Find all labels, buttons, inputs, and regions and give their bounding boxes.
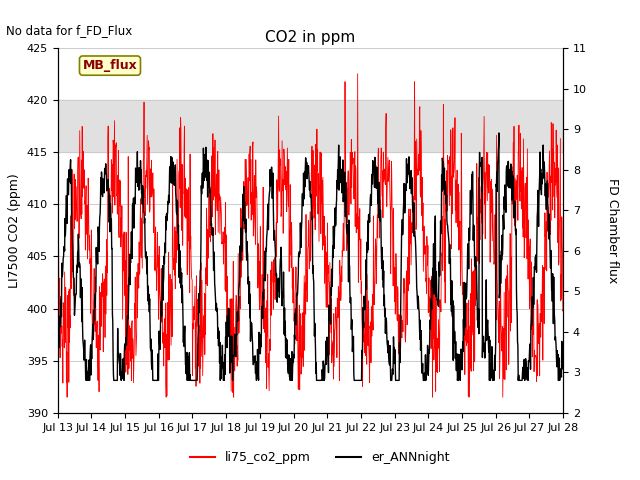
Text: No data for f_FD_Flux: No data for f_FD_Flux — [6, 24, 132, 37]
Title: CO2 in ppm: CO2 in ppm — [265, 30, 356, 46]
Bar — [58, 100, 563, 152]
Y-axis label: LI7500 CO2 (ppm): LI7500 CO2 (ppm) — [8, 173, 21, 288]
Text: MB_flux: MB_flux — [83, 59, 138, 72]
Legend: li75_co2_ppm, er_ANNnight: li75_co2_ppm, er_ANNnight — [186, 446, 454, 469]
Y-axis label: FD Chamber flux: FD Chamber flux — [606, 178, 620, 283]
